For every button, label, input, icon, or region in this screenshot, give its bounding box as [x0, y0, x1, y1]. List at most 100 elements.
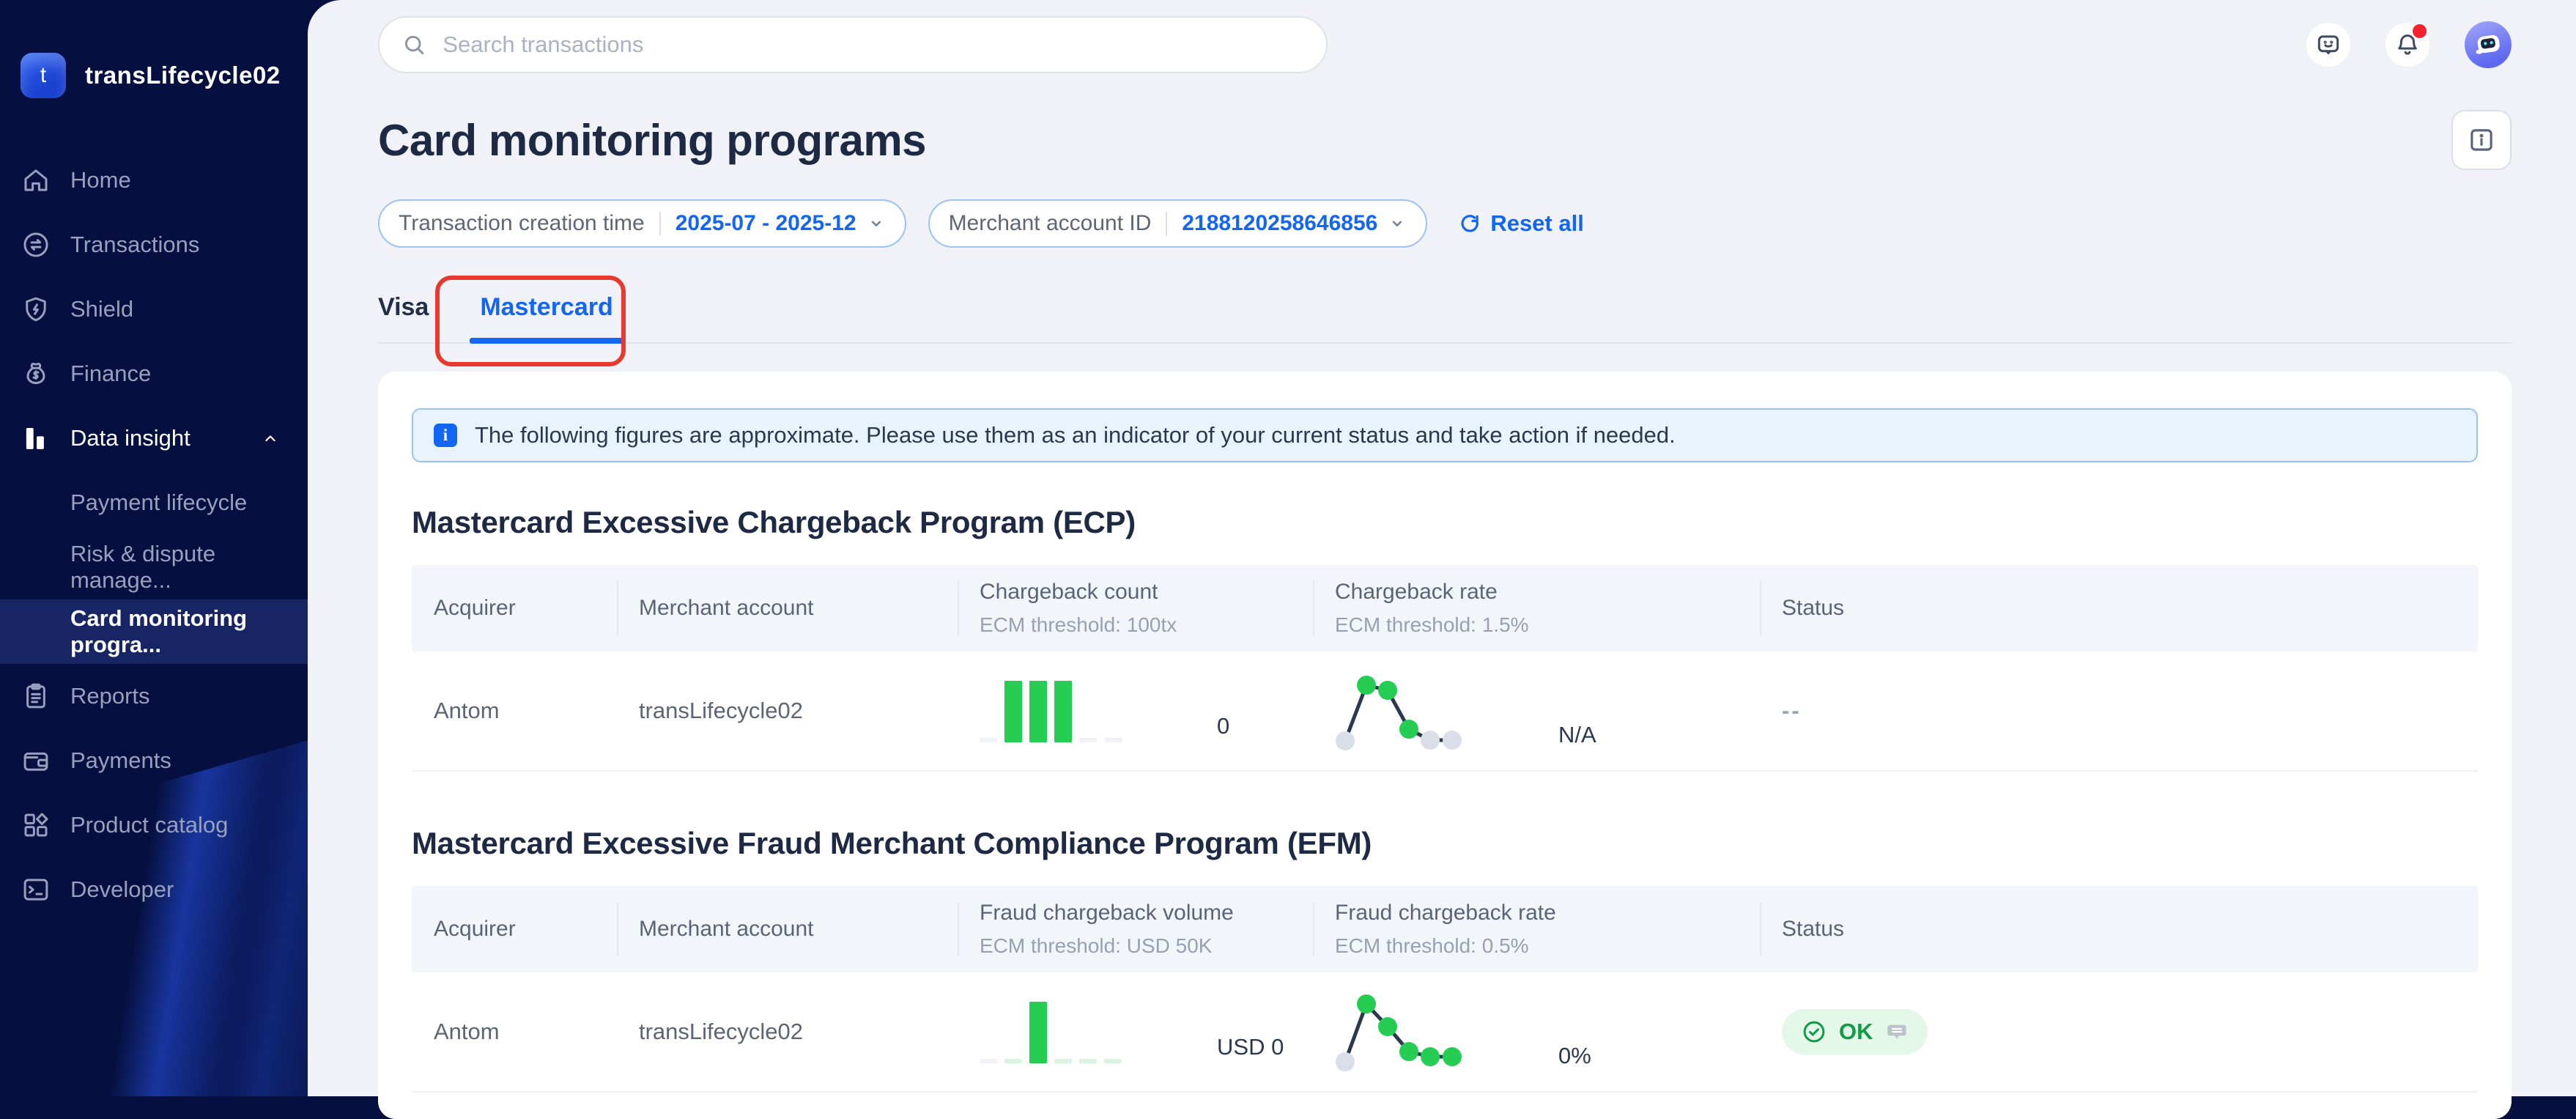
tab-mastercard[interactable]: Mastercard: [480, 293, 613, 321]
robot-avatar-icon: [2476, 34, 2500, 54]
shield-icon: [26, 297, 46, 322]
page-title: Card monitoring programs: [378, 115, 927, 165]
column-threshold: ECM threshold: USD 50K: [980, 934, 1213, 957]
fraud-volume-bar-chart: [980, 1000, 1122, 1063]
sidebar-item-label: Finance: [70, 361, 152, 386]
column-threshold: ECM threshold: 100tx: [980, 613, 1177, 636]
fraud-volume-value: USD 0: [1217, 1034, 1284, 1060]
sidebar-item-label: Transactions: [70, 232, 200, 257]
table-row: Antom transLifecycle02 0 N/A --: [412, 651, 2478, 772]
ecp-table: Acquirer Merchant account Chargeback cou…: [412, 565, 2478, 772]
filter-transaction-time[interactable]: Transaction creation time 2025-07 - 2025…: [378, 199, 906, 248]
filter-value: 2188120258646856: [1182, 211, 1378, 235]
reset-all-label: Reset all: [1490, 210, 1584, 236]
search-bar[interactable]: [378, 16, 1328, 73]
sidebar-item-product-catalog[interactable]: Product catalog: [0, 793, 308, 857]
chevron-down-icon: [1393, 221, 1402, 227]
home-icon: [24, 169, 48, 191]
sidebar-subitem-label: Card monitoring progra...: [70, 605, 248, 657]
table-header: Acquirer Merchant account Fraud chargeba…: [412, 886, 2478, 972]
check-circle-icon: [1803, 1021, 1825, 1043]
column-header-fraud-volume: Fraud chargeback volume: [980, 901, 1234, 925]
section-title: Mastercard Excessive Fraud Merchant Comp…: [412, 826, 1372, 860]
brand-logo: t: [21, 53, 66, 98]
sidebar-item-label: Home: [70, 167, 131, 193]
sidebar-item-developer[interactable]: Developer: [0, 857, 308, 922]
cell-acquirer: Antom: [434, 1019, 500, 1044]
cell-chargeback-rate: N/A: [1313, 671, 1760, 751]
column-header-chargeback-count: Chargeback count: [980, 580, 1158, 604]
tab-visa[interactable]: Visa: [378, 293, 429, 321]
info-icon: i: [434, 424, 457, 447]
section-efm: Mastercard Excessive Fraud Merchant Comp…: [412, 826, 2478, 1093]
search-input[interactable]: [443, 32, 1304, 58]
chevron-up-icon: [265, 435, 275, 442]
cell-merchant-account: transLifecycle02: [639, 1019, 804, 1044]
filter-label: Transaction creation time: [399, 211, 645, 235]
cell-fraud-volume: USD 0: [958, 1000, 1313, 1063]
efm-table: Acquirer Merchant account Fraud chargeba…: [412, 886, 2478, 1093]
sidebar-subitem-label: Payment lifecycle: [70, 490, 248, 515]
column-header-fraud-rate: Fraud chargeback rate: [1335, 901, 1556, 925]
cell-merchant-account: transLifecycle02: [639, 698, 804, 723]
bell-icon: [2398, 34, 2417, 55]
product-catalog-icon: [24, 813, 48, 837]
column-header-status: Status: [1782, 917, 1845, 941]
cell-chargeback-count: 0: [958, 679, 1313, 742]
title-row: Card monitoring programs: [378, 110, 2512, 170]
sidebar-item-data-insight[interactable]: Data insight: [0, 406, 308, 470]
reset-all-button[interactable]: Reset all: [1458, 210, 1584, 237]
sidebar-subitem-payment-lifecycle[interactable]: Payment lifecycle: [0, 470, 308, 535]
cell-fraud-rate: 0%: [1313, 991, 1760, 1072]
sidebar-subitem-risk-dispute[interactable]: Risk & dispute manage...: [0, 535, 308, 599]
section-ecp: Mastercard Excessive Chargeback Program …: [412, 505, 2478, 772]
feedback-button[interactable]: [2306, 23, 2350, 67]
divider: [1166, 212, 1168, 235]
column-threshold: ECM threshold: 0.5%: [1335, 934, 1529, 957]
filter-bar: Transaction creation time 2025-07 - 2025…: [378, 199, 2512, 248]
payments-icon: [23, 752, 48, 771]
content-card: i The following figures are approximate.…: [378, 372, 2512, 1119]
cell-status: OK: [1760, 1009, 2478, 1055]
column-header-status: Status: [1782, 596, 1845, 620]
sidebar-item-home[interactable]: Home: [0, 148, 308, 213]
section-title: Mastercard Excessive Chargeback Program …: [412, 505, 1136, 539]
notification-badge: [2413, 24, 2427, 38]
refresh-icon: [1461, 215, 1479, 232]
assistant-avatar[interactable]: [2465, 21, 2512, 68]
notifications-button[interactable]: [2386, 23, 2429, 67]
filter-label: Merchant account ID: [948, 211, 1152, 235]
info-banner: i The following figures are approximate.…: [412, 408, 2478, 462]
info-square-icon: [2470, 129, 2492, 151]
sidebar-nav: Home Transactions Shield Finance Data in…: [0, 148, 308, 922]
sidebar-item-label: Reports: [70, 683, 150, 709]
sidebar-item-reports[interactable]: Reports: [0, 664, 308, 728]
sidebar-item-finance[interactable]: Finance: [0, 341, 308, 406]
brand: t transLifecycle02: [0, 0, 308, 128]
reports-icon: [26, 683, 45, 709]
cell-status: --: [1760, 698, 2478, 724]
info-banner-text: The following figures are approximate. P…: [475, 422, 1676, 448]
chargeback-count-bar-chart: [980, 679, 1122, 742]
cell-acquirer: Antom: [434, 698, 500, 723]
page-info-button[interactable]: [2451, 110, 2512, 170]
column-header-acquirer: Acquirer: [434, 596, 516, 620]
sidebar-item-label: Shield: [70, 296, 134, 322]
filter-value: 2025-07 - 2025-12: [675, 211, 856, 235]
sidebar-item-label: Data insight: [70, 425, 190, 451]
column-header-merchant-account: Merchant account: [639, 917, 814, 941]
table-row: Antom transLifecycle02 USD 0 0%: [412, 972, 2478, 1093]
status-badge-label: OK: [1839, 1019, 1873, 1044]
tooltip-comment-icon[interactable]: [1885, 1020, 1909, 1044]
sidebar-item-payments[interactable]: Payments: [0, 728, 308, 793]
status-badge[interactable]: OK: [1782, 1009, 1928, 1055]
topbar: [378, 0, 2512, 73]
sidebar-item-transactions[interactable]: Transactions: [0, 213, 308, 277]
card-network-tabs: Visa Mastercard: [378, 276, 2512, 366]
fraud-rate-value: 0%: [1558, 1043, 1591, 1068]
chat-feedback-icon: [2317, 35, 2339, 55]
chargeback-rate-value: N/A: [1558, 722, 1596, 747]
filter-merchant-account[interactable]: Merchant account ID 2188120258646856: [928, 199, 1428, 248]
sidebar-item-shield[interactable]: Shield: [0, 277, 308, 341]
sidebar-subitem-card-monitoring[interactable]: Card monitoring progra...: [0, 599, 308, 664]
